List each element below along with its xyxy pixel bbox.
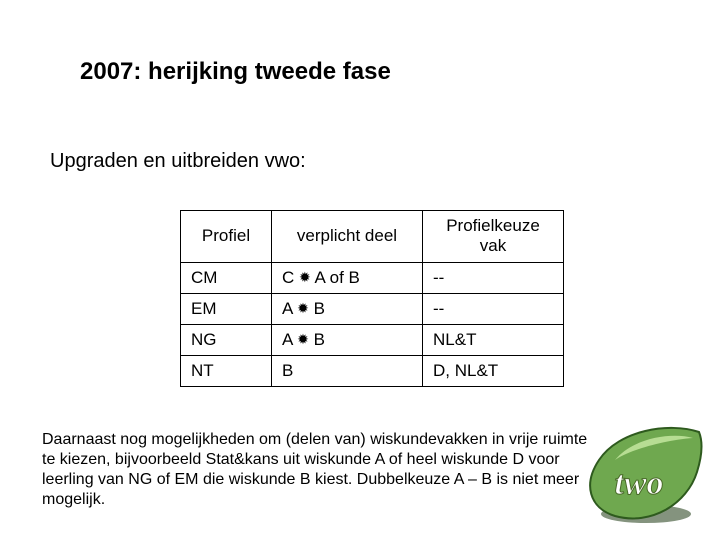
cell-verplicht: A ✹ B	[272, 293, 423, 324]
cell-profiel: NT	[181, 355, 272, 386]
verplicht-post: B	[309, 299, 325, 318]
cell-keuze: D, NL&T	[423, 355, 564, 386]
arrow-icon: ✹	[297, 332, 309, 346]
two-logo: two	[581, 426, 706, 526]
table-row: NTBD, NL&T	[181, 355, 564, 386]
table-header-keuze: Profielkeuze vak	[423, 211, 564, 263]
verplicht-pre: A	[282, 299, 297, 318]
cell-keuze: --	[423, 262, 564, 293]
table-row: CMC ✹ A of B--	[181, 262, 564, 293]
table-body: CMC ✹ A of B--EMA ✹ B--NGA ✹ BNL&TNTBD, …	[181, 262, 564, 386]
table-header-profiel: Profiel	[181, 211, 272, 263]
table-header-row: Profiel verplicht deel Profielkeuze vak	[181, 211, 564, 263]
verplicht-pre: A	[282, 330, 297, 349]
table-header-verplicht: verplicht deel	[272, 211, 423, 263]
arrow-icon: ✹	[297, 301, 309, 315]
verplicht-post: B	[309, 330, 325, 349]
cell-verplicht: A ✹ B	[272, 324, 423, 355]
logo-text: two	[614, 465, 663, 502]
arrow-icon: ✹	[299, 270, 311, 284]
cell-profiel: NG	[181, 324, 272, 355]
table-row: EMA ✹ B--	[181, 293, 564, 324]
profile-table: Profiel verplicht deel Profielkeuze vak …	[180, 210, 564, 387]
slide-title: 2007: herijking tweede fase	[80, 58, 391, 86]
cell-profiel: EM	[181, 293, 272, 324]
cell-profiel: CM	[181, 262, 272, 293]
cell-keuze: --	[423, 293, 564, 324]
footnote-paragraph: Daarnaast nog mogelijkheden om (delen va…	[42, 430, 602, 510]
verplicht-post: A of B	[311, 268, 360, 287]
cell-verplicht: C ✹ A of B	[272, 262, 423, 293]
cell-verplicht: B	[272, 355, 423, 386]
table-row: NGA ✹ BNL&T	[181, 324, 564, 355]
slide-subtitle: Upgraden en uitbreiden vwo:	[50, 150, 306, 173]
verplicht-pre: C	[282, 268, 299, 287]
cell-keuze: NL&T	[423, 324, 564, 355]
